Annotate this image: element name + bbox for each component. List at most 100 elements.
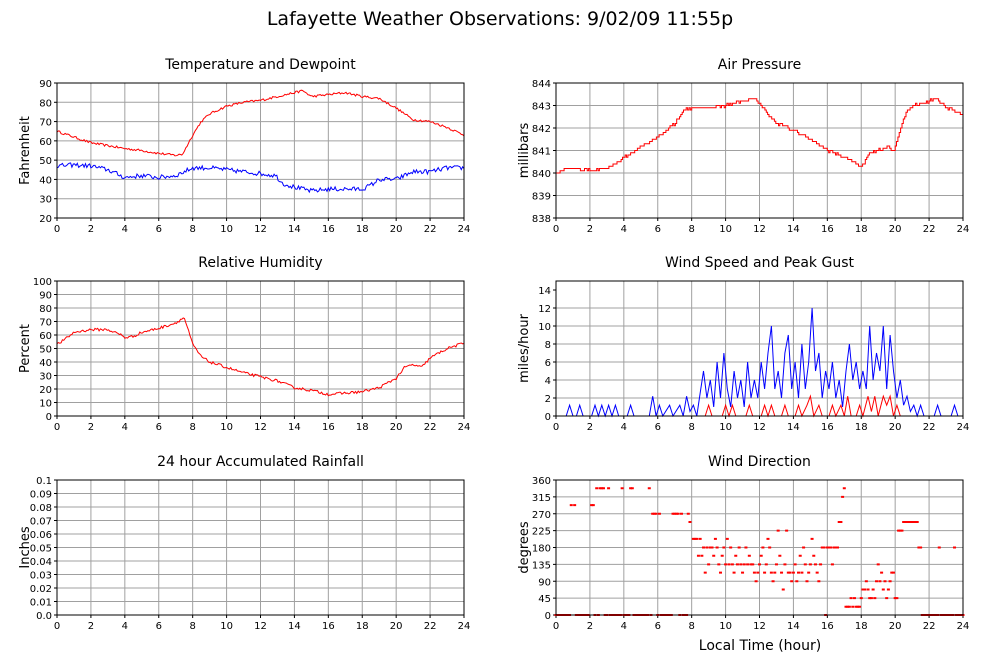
data-point — [864, 580, 868, 583]
y-tick-label: 70 — [39, 118, 52, 129]
x-tick-label: 4 — [621, 621, 627, 632]
y-tick-label: 10 — [538, 322, 551, 333]
y-tick-label: 180 — [532, 544, 551, 555]
data-point — [803, 563, 807, 566]
y-tick-label: 843 — [532, 102, 551, 113]
x-tick-label: 10 — [719, 422, 732, 433]
data-point — [919, 546, 923, 549]
series-line-rh-0 — [56, 317, 465, 397]
x-tick-label: 24 — [458, 224, 471, 235]
data-point — [600, 487, 604, 490]
data-point — [702, 546, 706, 549]
data-point — [713, 537, 717, 540]
data-point — [720, 554, 724, 557]
y-tick-label: 840 — [532, 169, 551, 180]
data-point — [686, 512, 690, 515]
x-tick-label: 22 — [923, 422, 936, 433]
y-tick-label: 60 — [39, 331, 52, 342]
data-point — [790, 580, 794, 583]
x-tick-label: 20 — [889, 621, 902, 632]
x-tick-label: 6 — [655, 621, 661, 632]
plot-frame — [56, 280, 465, 417]
data-point — [590, 504, 594, 507]
x-tick-label: 16 — [821, 422, 834, 433]
data-point — [912, 521, 916, 523]
data-point — [698, 537, 702, 540]
x-tick-label: 0 — [553, 621, 559, 632]
x-tick-label: 22 — [424, 621, 437, 632]
data-point — [569, 504, 573, 507]
y-tick-label: 0.02 — [30, 584, 52, 595]
data-point — [805, 580, 809, 583]
x-tick-label: 16 — [821, 621, 834, 632]
data-point — [759, 554, 763, 557]
plot-frame — [555, 82, 964, 219]
y-tick-label: 0.08 — [30, 503, 52, 514]
data-point — [691, 537, 695, 540]
data-point — [735, 563, 739, 566]
data-point — [880, 571, 884, 574]
data-point — [834, 546, 838, 549]
y-tick-label: 40 — [39, 358, 52, 369]
x-tick-label: 14 — [288, 621, 301, 632]
series-line-temp-1 — [56, 162, 465, 194]
x-tick-label: 8 — [189, 422, 195, 433]
data-point — [854, 605, 858, 608]
y-tick-label: 50 — [39, 345, 52, 356]
y-tick-label: 6 — [545, 358, 551, 369]
x-tick-label: 22 — [923, 224, 936, 235]
y-axis-label-rain: Inches — [18, 526, 33, 568]
x-tick-label: 16 — [821, 224, 834, 235]
data-point — [797, 571, 801, 574]
x-tick-label: 20 — [889, 224, 902, 235]
x-tick-label: 18 — [356, 621, 369, 632]
data-point — [876, 563, 880, 566]
data-point — [654, 512, 658, 515]
chart-title-pressure: Air Pressure — [718, 57, 801, 73]
data-point — [883, 580, 887, 583]
y-tick-label: 40 — [39, 175, 52, 186]
data-point — [822, 546, 826, 549]
data-point — [652, 512, 656, 515]
x-tick-label: 8 — [189, 224, 195, 235]
x-tick-label: 10 — [220, 224, 233, 235]
x-tick-label: 12 — [254, 422, 267, 433]
data-point — [710, 546, 714, 549]
x-tick-label: 2 — [88, 422, 94, 433]
data-point — [725, 537, 729, 540]
y-tick-label: 225 — [532, 527, 551, 538]
y-tick-label: 60 — [39, 137, 52, 148]
data-point — [813, 563, 817, 566]
data-point — [793, 563, 797, 566]
data-point — [953, 546, 957, 549]
data-point — [861, 588, 865, 591]
data-point — [873, 597, 877, 600]
data-point — [724, 563, 728, 566]
x-tick-label: 14 — [288, 224, 301, 235]
data-point — [696, 554, 700, 557]
data-point — [937, 546, 941, 549]
data-point — [788, 571, 792, 574]
y-tick-label: 0.05 — [30, 544, 52, 555]
plot-frame — [555, 280, 964, 417]
data-point — [717, 563, 721, 566]
x-tick-label: 6 — [156, 621, 162, 632]
x-tick-label: 12 — [254, 621, 267, 632]
data-point — [917, 546, 921, 549]
data-point — [761, 546, 765, 549]
data-point — [754, 580, 758, 583]
data-point — [807, 571, 811, 574]
x-tick-label: 24 — [458, 621, 471, 632]
y-tick-label: 8 — [545, 340, 551, 351]
x-tick-label: 4 — [122, 422, 128, 433]
y-tick-label: 841 — [532, 147, 551, 158]
data-point — [722, 546, 726, 549]
data-point — [808, 563, 812, 566]
x-tick-label: 10 — [719, 224, 732, 235]
chart-title-rain: 24 hour Accumulated Rainfall — [157, 454, 364, 470]
data-point — [847, 605, 851, 608]
data-point — [707, 563, 711, 566]
x-tick-label: 4 — [621, 422, 627, 433]
